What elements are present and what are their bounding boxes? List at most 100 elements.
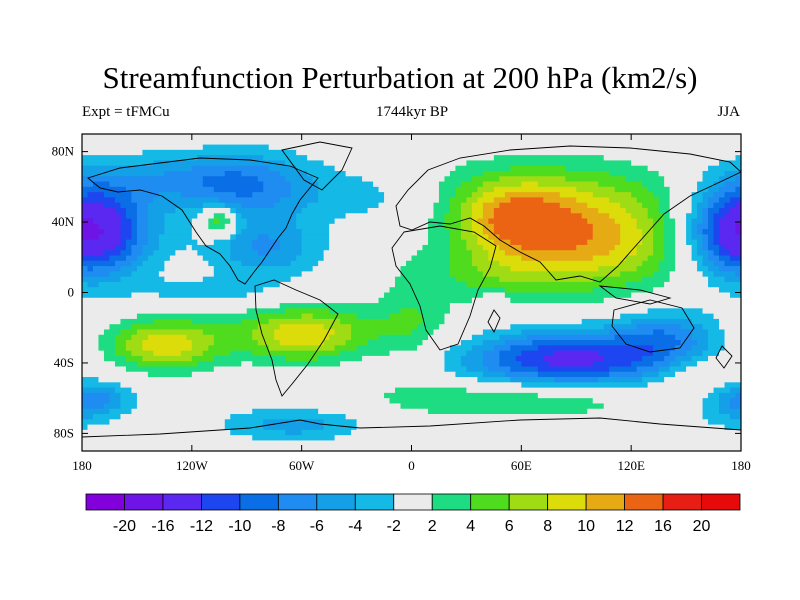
- contour-cell: [120, 403, 138, 410]
- contour-cell: [449, 345, 473, 352]
- colorbar-label: -4: [348, 518, 362, 535]
- contour-cell: [82, 382, 122, 389]
- contour-cell: [114, 387, 133, 394]
- contour-cell: [658, 207, 671, 214]
- contour-cell: [537, 392, 709, 399]
- contour-cell: [125, 207, 138, 214]
- colorbar-box: [585, 493, 625, 511]
- contour-cell: [136, 361, 198, 368]
- contour-cell: [433, 213, 446, 220]
- colorbar-label: -20: [113, 518, 136, 535]
- contour-cell: [213, 340, 259, 346]
- contour-cell: [82, 181, 94, 188]
- contour-cell: [131, 244, 144, 251]
- contour-cell: [658, 371, 676, 378]
- contour-cell: [318, 260, 407, 267]
- contour-cell: [153, 318, 193, 325]
- contour-cell: [642, 239, 654, 246]
- contour-cell: [691, 244, 698, 251]
- contour-cell: [708, 186, 720, 193]
- contour-cell: [279, 281, 396, 288]
- contour-cell: [702, 234, 709, 241]
- colorbar-label: -12: [190, 518, 213, 535]
- contour-cell: [136, 255, 149, 262]
- contour-cell: [697, 202, 709, 209]
- contour-cell: [735, 186, 741, 193]
- contour-cell: [466, 366, 489, 373]
- contour-cell: [98, 345, 116, 352]
- contour-cell: [592, 255, 627, 262]
- contour-cell: [109, 408, 133, 415]
- contour-cell: [482, 170, 610, 177]
- contour-cell: [620, 223, 638, 230]
- contour-cell: [653, 218, 665, 225]
- contour-cell: [120, 202, 138, 209]
- contour-cell: [658, 197, 671, 204]
- contour-cell: [719, 229, 737, 235]
- contour-cell: [318, 186, 380, 193]
- contour-cell: [460, 340, 484, 346]
- contour-cell: [82, 244, 116, 251]
- contour-cell: [466, 197, 478, 204]
- contour-cell: [318, 192, 385, 198]
- contour-cell: [592, 287, 654, 294]
- contour-cell: [427, 234, 451, 241]
- contour-cell: [131, 192, 160, 198]
- contour-cell: [730, 403, 741, 410]
- contour-cell: [636, 250, 654, 257]
- contour-cell: [296, 218, 336, 225]
- contour-cell: [708, 255, 720, 262]
- contour-cell: [477, 218, 489, 225]
- contour-cell: [559, 192, 594, 198]
- contour-cell: [82, 281, 89, 288]
- contour-cell: [708, 266, 720, 272]
- contour-cell: [252, 329, 275, 336]
- contour-cell: [537, 181, 599, 188]
- contour-cell: [82, 207, 116, 214]
- contour-cell: [444, 355, 462, 362]
- contour-cell: [351, 429, 741, 436]
- contour-cell: [691, 329, 709, 336]
- contour-cell: [82, 419, 111, 426]
- contour-cell: [158, 271, 215, 278]
- contour-cell: [202, 202, 226, 209]
- contour-cell: [449, 170, 484, 177]
- contour-cell: [521, 350, 555, 357]
- contour-cell: [142, 355, 193, 362]
- contour-cell: [581, 318, 632, 325]
- contour-cell: [664, 229, 676, 235]
- contour-cell: [449, 260, 473, 267]
- contour-cell: [587, 218, 616, 225]
- contour-cell: [389, 398, 594, 405]
- contour-cell: [164, 266, 215, 272]
- contour-cell: [175, 207, 204, 214]
- contour-cell: [730, 255, 741, 262]
- contour-cell: [213, 213, 226, 220]
- contour-cell: [285, 160, 325, 167]
- contour-cell: [290, 276, 396, 283]
- contour-cell: [241, 361, 253, 368]
- contour-cell: [614, 186, 649, 193]
- contour-cell: [92, 266, 122, 272]
- contour-cell: [82, 371, 149, 378]
- contour-cell: [158, 234, 193, 241]
- contour-cell: [713, 218, 720, 225]
- contour-cell: [92, 181, 111, 188]
- contour-cell: [499, 244, 522, 251]
- contour-cell: [713, 239, 720, 246]
- contour-cell: [224, 223, 237, 230]
- contour-cell: [598, 350, 654, 357]
- contour-cell: [521, 361, 550, 368]
- contour-cell: [675, 355, 693, 362]
- contour-cell: [675, 334, 693, 341]
- colorbar-label: 6: [505, 518, 514, 535]
- contour-cell: [98, 377, 478, 383]
- y-tick-label: 80S: [54, 425, 74, 440]
- contour-cell: [197, 239, 215, 246]
- contour-cell: [471, 260, 500, 267]
- contour-cell: [82, 318, 122, 325]
- x-tick-label: 120W: [176, 458, 209, 473]
- contour-cell: [136, 234, 149, 241]
- contour-cell: [378, 297, 473, 304]
- colorbar-box: [124, 493, 164, 511]
